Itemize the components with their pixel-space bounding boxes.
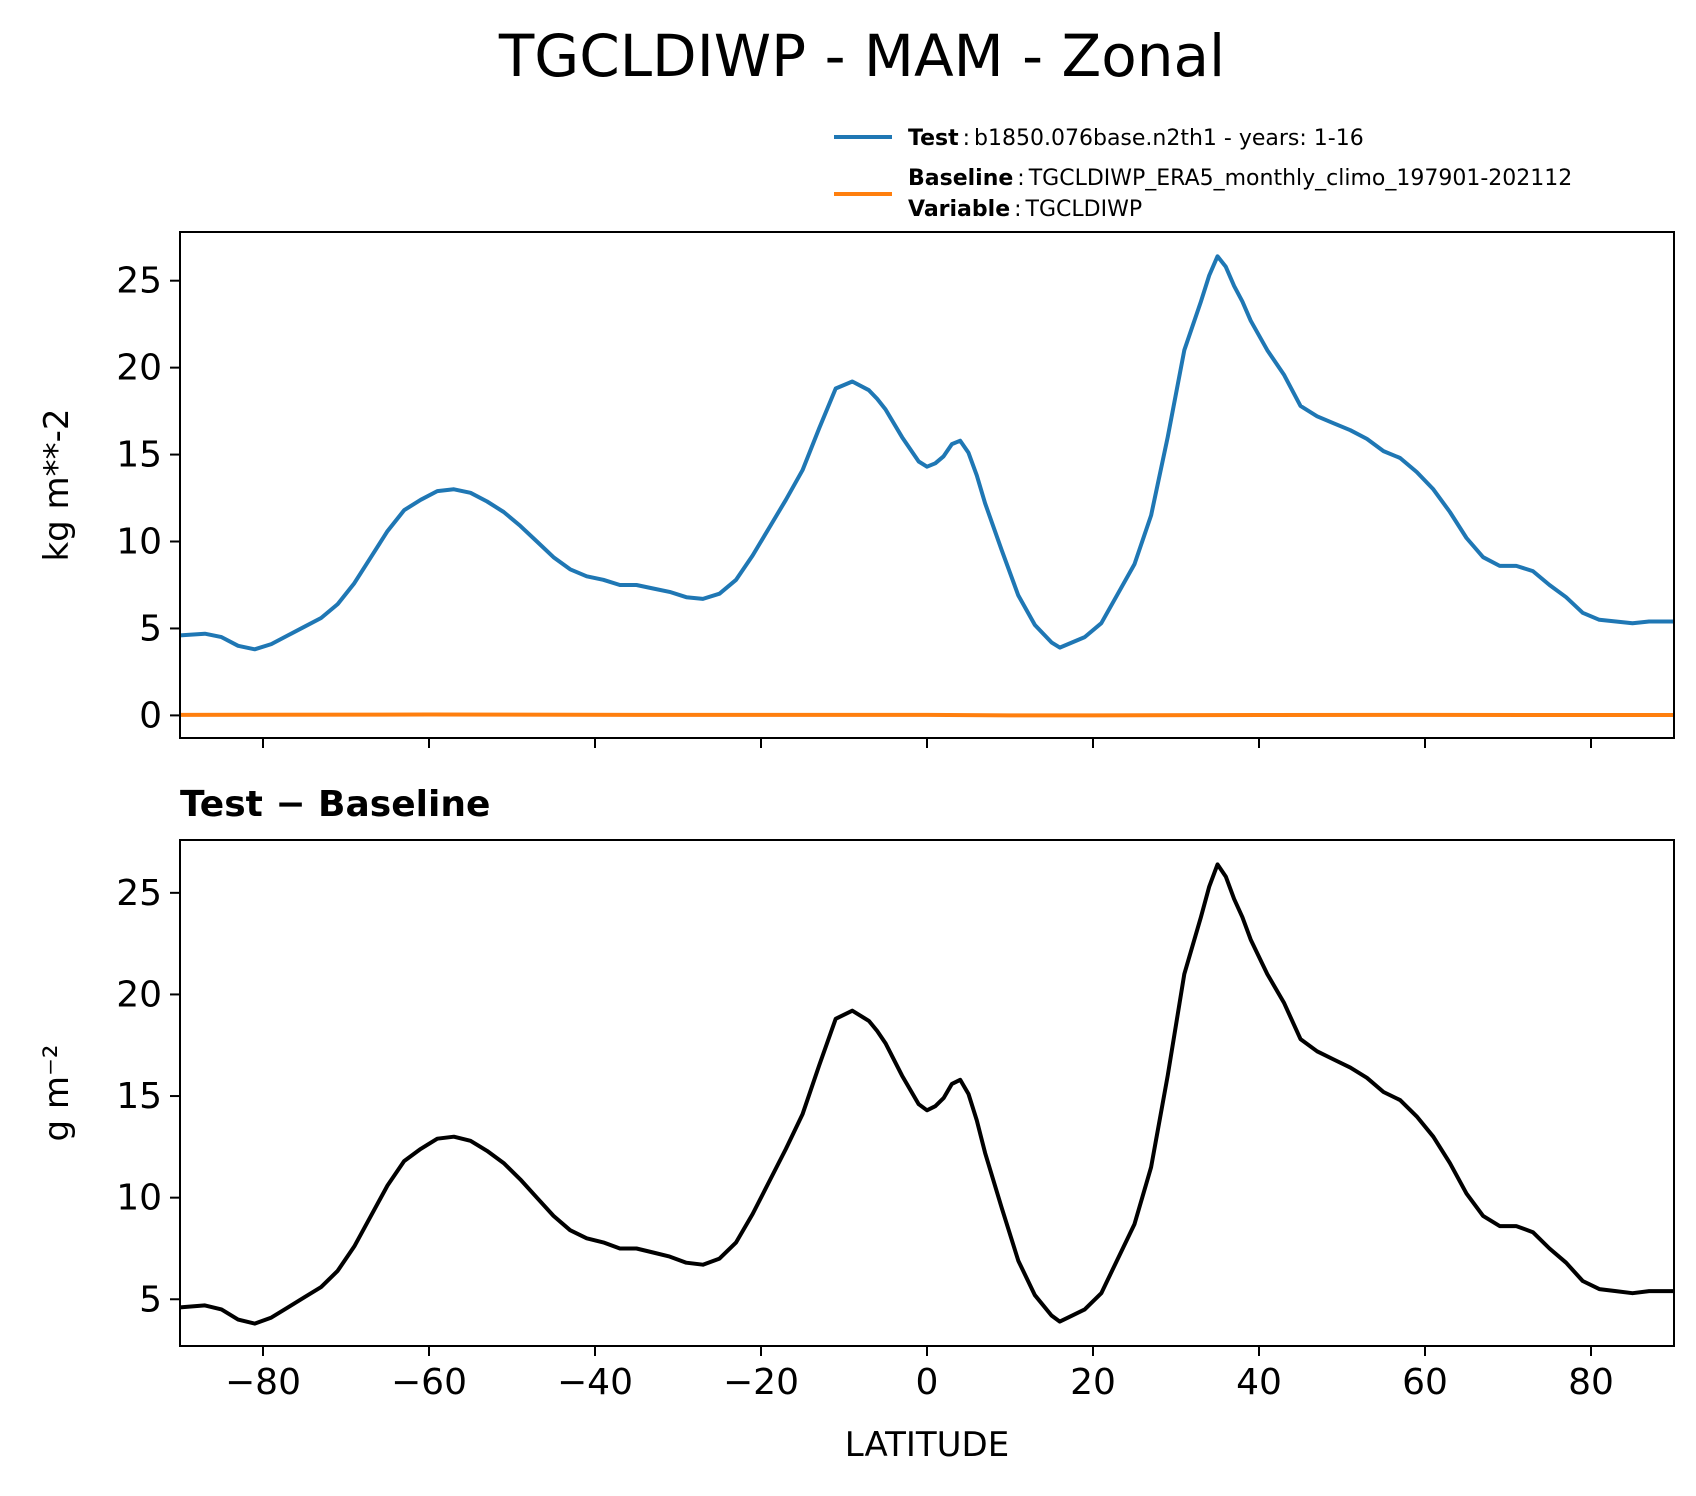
legend-sep-baseline: :	[1017, 166, 1024, 191]
legend-key-variable: Variable	[908, 197, 1010, 222]
x-tick-label: −40	[557, 1362, 633, 1403]
legend-value-variable: TGCLDIWP	[1025, 197, 1143, 222]
y-tick-label: 10	[116, 1178, 162, 1219]
y-tick-label: 20	[116, 348, 162, 389]
y-axis-label: g m⁻²	[37, 1044, 77, 1141]
legend-value-test: b1850.076base.n2th1 - years: 1-16	[974, 126, 1364, 151]
plot-frame	[179, 839, 1675, 1347]
plot-frame	[179, 231, 1675, 739]
legend-sep-test: :	[963, 126, 970, 151]
legend-value-baseline: TGCLDIWP_ERA5_monthly_climo_197901-20211…	[1028, 166, 1573, 191]
x-tick-label: 0	[916, 1362, 939, 1403]
y-tick-label: 15	[116, 435, 162, 476]
x-axis-label: LATITUDE	[845, 1425, 1009, 1465]
legend-entry-baseline: Baseline: TGCLDIWP_ERA5_monthly_climo_197…	[908, 166, 1572, 191]
legend-key-test: Test	[908, 126, 959, 151]
top-panel: 0 5 10 15 20 25 kg m**-2	[37, 231, 1675, 748]
series-line-baseline	[180, 712, 1674, 718]
figure-title: TGCLDIWP - MAM - Zonal	[498, 22, 1225, 90]
x-tick-label: 20	[1070, 1362, 1116, 1403]
y-tick-label: 25	[116, 261, 162, 302]
y-axis-label: kg m**-2	[37, 408, 77, 561]
y-tick-label: 20	[116, 974, 162, 1015]
legend-key-baseline: Baseline	[908, 166, 1013, 191]
y-tick-label: 15	[116, 1076, 162, 1117]
y-tick-label: 25	[116, 873, 162, 914]
y-tick-label: 5	[139, 1279, 162, 1320]
x-tick-label: 60	[1402, 1362, 1448, 1403]
legend-entry-variable: Variable: TGCLDIWP	[908, 197, 1142, 222]
series-line-test	[180, 254, 1674, 652]
x-tick-label: 80	[1568, 1362, 1614, 1403]
legend: Test: b1850.076base.n2th1 - years: 1-16 B…	[834, 126, 1572, 222]
difference-panel-title: Test − Baseline	[180, 784, 490, 825]
y-tick-label: 5	[139, 608, 162, 649]
x-tick-label: 40	[1236, 1362, 1282, 1403]
series-line-difference	[180, 862, 1674, 1326]
y-tick-label: 0	[139, 695, 162, 736]
y-tick-label: 10	[116, 522, 162, 563]
x-tick-label: −80	[225, 1362, 301, 1403]
legend-entry-test: Test: b1850.076base.n2th1 - years: 1-16	[908, 126, 1364, 151]
x-tick-label: −20	[723, 1362, 799, 1403]
x-tick-label: −60	[391, 1362, 467, 1403]
legend-sep-variable: :	[1014, 197, 1021, 222]
difference-panel: Test − Baseline −80 −60 −40 −20 0 20 40 60 80 5 10…	[37, 784, 1675, 1465]
